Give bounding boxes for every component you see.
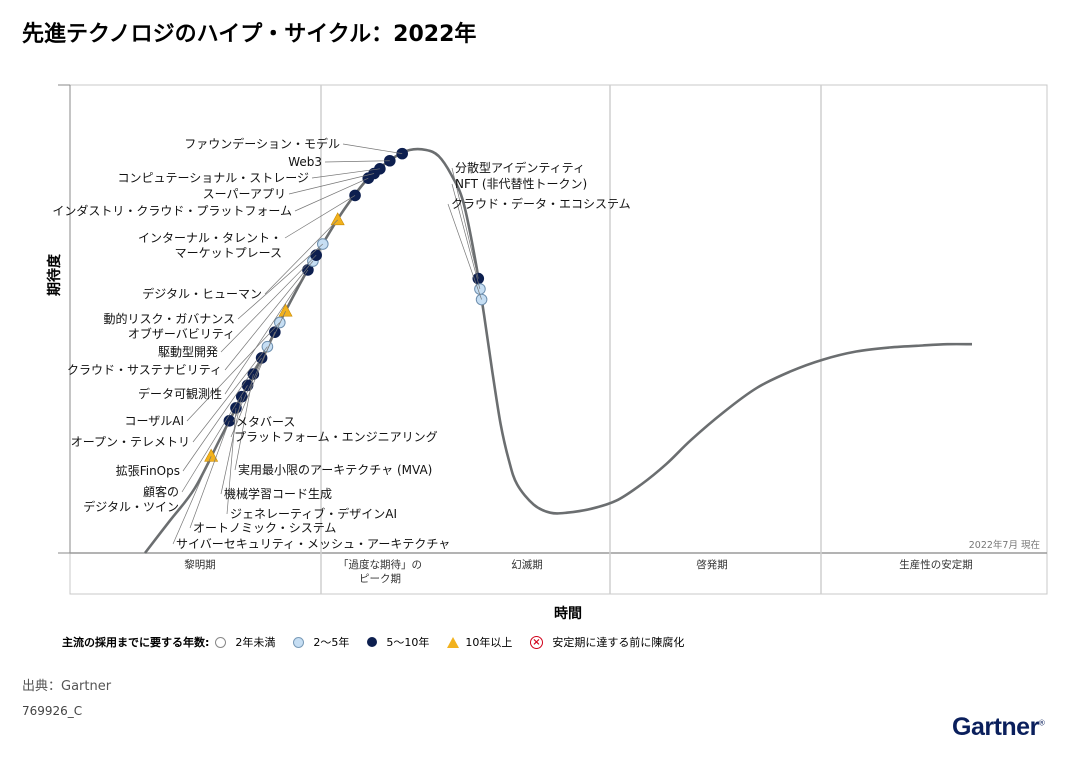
logo-registered-mark: ® <box>1038 718 1045 728</box>
marker-17 <box>349 189 361 202</box>
phase-label-1: 黎明期 <box>184 558 216 571</box>
leader-line-25 <box>447 203 482 300</box>
phase-label-2: 「過度な期待」のピーク期 <box>338 558 422 585</box>
leader-line-18 <box>294 177 369 212</box>
gartner-logo: Gartner® <box>952 713 1045 742</box>
tech-label-11: メタバース <box>236 415 295 429</box>
leader-line-5 <box>181 385 248 493</box>
tech-label-21: Web3 <box>288 155 322 169</box>
legend-item-obsolete: 安定期に達する前に陳腐化 <box>552 636 685 649</box>
leader-line-8 <box>192 346 268 443</box>
tech-label-14: 駆動型開発 <box>158 345 218 359</box>
page-title: 先進テクノロジのハイプ・サイクル：2022年 <box>22 22 477 47</box>
tech-label-23: 分散型アイデンティティ <box>455 160 585 175</box>
leader-line-24 <box>451 183 481 290</box>
tech-label-2: オートノミック・システム <box>193 521 336 535</box>
legend-dark-circle-icon <box>366 637 377 647</box>
marker-22 <box>396 147 408 160</box>
leader-line-4 <box>220 396 243 495</box>
leader-line-15 <box>237 243 324 320</box>
tech-label-6: 実用最小限のアーキテクチャ (MVA) <box>238 462 432 477</box>
legend-item-over-10: 10年以上 <box>465 636 513 649</box>
phase-labels: 黎明期 「過度な期待」のピーク期 幻滅期 啓発期 生産性の安定期 <box>184 558 973 585</box>
document-id: 769926_C <box>22 704 83 718</box>
leader-line-13 <box>224 260 314 371</box>
tech-label-12: データ可観測性 <box>138 386 222 401</box>
tech-label-25: クラウド・データ・エコシステム <box>451 196 631 211</box>
leader-line-16 <box>264 219 338 295</box>
x-axis-label: 時間 <box>554 605 582 622</box>
leader-line-12 <box>224 269 309 395</box>
legend: 主流の採用までに要する年数: 2年未満 2〜5年 5〜10年 10年以上 × 安… <box>62 634 698 650</box>
leader-line-22 <box>342 143 403 154</box>
logo-text: Gartner <box>952 713 1039 741</box>
marker-20 <box>374 163 386 175</box>
leader-line-17 <box>284 195 356 239</box>
technology-labels: サイバーセキュリティ・メッシュ・アーキテクチャ オートノミック・システムジェネレー… <box>52 136 630 551</box>
legend-item-2-5: 2〜5年 <box>313 636 350 649</box>
tech-label-10: コーザルAI <box>124 414 184 428</box>
tech-label-7: 拡張FinOps <box>116 464 180 478</box>
phase-label-5: 生産性の安定期 <box>899 558 973 571</box>
tech-label-13: クラウド・サステナビリティ <box>67 363 222 377</box>
tech-label-5: 顧客のデジタル・ツイン <box>83 484 179 514</box>
legend-x-circle-icon: × <box>529 635 543 649</box>
legend-item-under-2: 2年未満 <box>235 636 276 649</box>
tech-label-24: NFT (非代替性トークン) <box>455 177 587 191</box>
leader-line-10 <box>186 322 281 422</box>
leader-line-11 <box>232 311 286 423</box>
leader-line-19 <box>288 173 375 195</box>
tech-label-17: インターナル・タレント・マーケットプレース <box>138 231 282 260</box>
leader-line-1 <box>172 456 212 545</box>
tech-label-1: サイバーセキュリティ・メッシュ・アーキテクチャ <box>176 537 450 551</box>
leader-line-2 <box>189 420 230 529</box>
tech-label-4: 機械学習コード生成 <box>224 486 332 501</box>
tech-label-18: インダストリ・クラウド・プラットフォーム <box>52 203 292 218</box>
marker-1 <box>204 448 219 462</box>
tech-label-9: プラットフォーム・エンジニアリング <box>234 430 438 444</box>
tech-label-16: デジタル・ヒューマン <box>142 286 262 301</box>
tech-label-3: ジェネレーティブ・デザインAI <box>230 506 397 521</box>
leader-line-20 <box>311 168 380 179</box>
legend-light-circle-icon <box>292 636 304 648</box>
legend-triangle-icon <box>446 636 459 648</box>
as-of-note: 2022年7月 現在 <box>969 539 1040 551</box>
tech-label-15: 動的リスク・ガバナンスオブザーバビリティ <box>103 311 235 341</box>
leader-line-21 <box>324 160 390 163</box>
marker-24 <box>474 283 486 295</box>
legend-item-5-10: 5〜10年 <box>386 636 430 649</box>
leader-line-14 <box>220 254 317 353</box>
leader-line-9 <box>230 332 276 438</box>
legend-title: 主流の採用までに要する年数: <box>62 636 210 649</box>
phase-label-3: 幻滅期 <box>511 558 543 571</box>
hype-curve <box>143 147 973 554</box>
leader-line-7 <box>182 357 262 472</box>
tech-label-19: スーパーアプリ <box>203 187 286 201</box>
tech-label-22: ファウンデーション・モデル <box>184 136 340 151</box>
source-note: 出典：Gartner <box>22 679 112 694</box>
marker-16 <box>330 212 345 226</box>
leader-line-6 <box>234 374 254 471</box>
phase-dividers <box>320 85 822 594</box>
leader-line-23 <box>451 167 479 279</box>
phase-label-4: 啓発期 <box>696 558 728 571</box>
marker-11 <box>278 303 293 317</box>
tech-label-20: コンピュテーショナル・ストレージ <box>117 171 309 185</box>
leader-line-3 <box>226 407 237 515</box>
tech-label-8: オープン・テレメトリ <box>71 435 190 449</box>
legend-white-circle-icon <box>214 636 226 648</box>
